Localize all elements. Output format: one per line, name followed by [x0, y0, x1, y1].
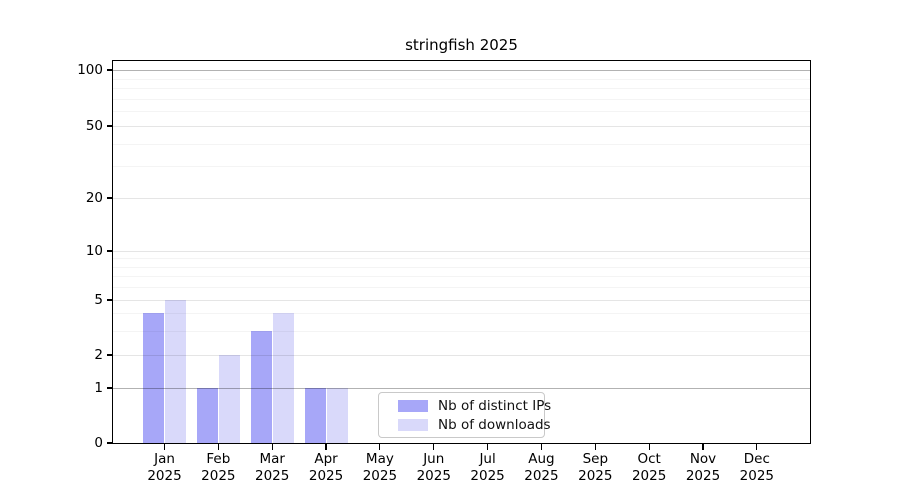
bar-distinct-ips-apr	[304, 388, 326, 443]
x-tick	[325, 444, 327, 450]
gridline-minor	[113, 313, 810, 315]
y-tick	[107, 69, 113, 71]
bar-downloads-jan	[165, 300, 186, 443]
legend-label-distinct-ips: Nb of distinct IPs	[438, 397, 552, 414]
x-tick	[163, 444, 166, 450]
gridline-major	[113, 355, 810, 356]
bar-distinct-ips-feb	[196, 388, 218, 443]
gridline-minor	[113, 166, 810, 168]
x-tick	[648, 444, 650, 450]
gridline-major	[113, 251, 810, 252]
x-tick-label: Aug 2025	[524, 451, 559, 484]
y-tick	[107, 299, 113, 301]
x-tick-label: Oct 2025	[631, 451, 667, 484]
x-tick	[271, 444, 273, 450]
legend-label-downloads: Nb of downloads	[438, 416, 551, 433]
bar-distinct-ips-jan	[143, 313, 164, 443]
x-tick	[540, 444, 543, 450]
gridline-minor	[113, 287, 810, 289]
x-tick	[702, 444, 704, 450]
x-tick-label: May 2025	[362, 451, 398, 484]
x-tick-label: Nov 2025	[685, 451, 721, 484]
gridline-minor	[113, 258, 810, 260]
x-tick	[433, 444, 435, 450]
y-tick	[107, 250, 113, 252]
bar-distinct-ips-mar	[250, 330, 272, 443]
y-tick-label: 10	[85, 243, 103, 259]
y-tick-label: 0	[94, 435, 103, 451]
gridline-major	[113, 126, 810, 127]
x-tick	[379, 444, 381, 450]
gridline-emphasized	[113, 70, 810, 71]
x-tick	[594, 444, 596, 450]
y-tick	[107, 125, 113, 127]
legend-item-downloads: Nb of downloads	[398, 417, 551, 433]
x-tick-label: Dec 2025	[739, 451, 775, 484]
gridline-minor	[113, 78, 810, 80]
y-tick-label: 20	[85, 190, 103, 206]
gridline-minor	[113, 276, 810, 278]
x-tick-label: Jul 2025	[470, 451, 505, 484]
x-tick-label: Sep 2025	[578, 451, 613, 484]
x-tick-label: Jan 2025	[147, 451, 182, 484]
gridline-minor	[113, 266, 810, 268]
gridline-major	[113, 198, 810, 199]
legend: Nb of distinct IPs Nb of downloads	[378, 392, 551, 438]
legend-swatch-downloads-icon	[398, 418, 428, 431]
legend-swatch-distinct-ips-icon	[398, 399, 428, 412]
x-tick-label: Jun 2025	[416, 451, 451, 484]
gridline-emphasized	[113, 388, 810, 389]
y-tick-label: 2	[94, 347, 103, 363]
y-tick	[107, 387, 113, 389]
bar-downloads-mar	[272, 313, 294, 443]
x-tick-label: Feb 2025	[201, 451, 236, 484]
bar-downloads-apr	[326, 388, 348, 443]
gridline-minor	[113, 88, 810, 90]
y-tick-label: 50	[85, 118, 103, 134]
x-tick	[217, 444, 219, 450]
gridline-minor	[113, 111, 810, 113]
y-tick	[107, 442, 113, 444]
y-tick	[107, 354, 113, 356]
gridline-minor	[113, 98, 810, 100]
y-tick-label: 5	[94, 292, 103, 308]
gridline-minor	[113, 143, 810, 145]
y-tick-label: 1	[94, 380, 103, 396]
x-tick	[487, 444, 489, 450]
x-tick-label: Mar 2025	[255, 451, 290, 484]
gridline-minor	[113, 330, 810, 332]
y-tick-label: 100	[77, 62, 103, 78]
y-tick	[107, 197, 113, 199]
x-tick	[756, 444, 758, 450]
x-tick-label: Apr 2025	[308, 451, 344, 484]
gridline-major	[113, 300, 810, 301]
chart-title: stringfish 2025	[405, 36, 518, 54]
legend-item-distinct-ips: Nb of distinct IPs	[398, 398, 551, 414]
bar-downloads-feb	[218, 355, 240, 443]
